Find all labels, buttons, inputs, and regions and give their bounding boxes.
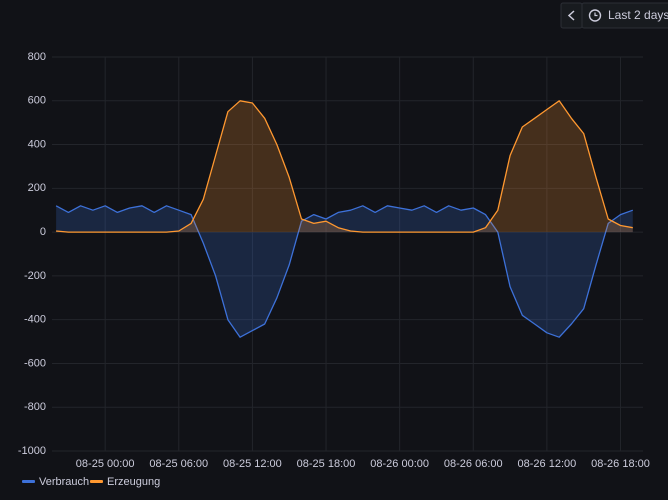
x-tick-label: 08-25 18:00 [297, 458, 356, 470]
legend-swatch [22, 480, 35, 483]
y-tick-label: -1000 [18, 445, 46, 457]
y-tick-label: -800 [24, 401, 46, 413]
legend-label: Erzeugung [107, 476, 160, 488]
time-range-button[interactable] [581, 2, 668, 29]
series-line [55, 205, 634, 338]
back-button[interactable] [560, 2, 583, 29]
y-tick-label: -600 [24, 357, 46, 369]
series-area [56, 100, 633, 233]
x-tick-label: 08-25 06:00 [149, 458, 208, 470]
y-tick-label: 600 [28, 95, 46, 107]
legend-label: Verbrauch [39, 476, 89, 488]
legend-swatch [90, 480, 103, 483]
x-tick-label: 08-26 18:00 [591, 458, 650, 470]
x-tick-label: 08-26 00:00 [370, 458, 429, 470]
chevron-icon [567, 10, 575, 21]
series-line [56, 100, 633, 233]
series-area [56, 205, 633, 338]
x-tick-label: 08-26 12:00 [518, 458, 577, 470]
x-tick-label: 08-25 00:00 [76, 458, 135, 470]
x-tick-label: 08-26 06:00 [444, 458, 503, 470]
plot-area: -1000 -800 -600 -400 -200 0 200 400 600 800 08-25 … [18, 51, 650, 488]
y-tick-label: -400 [24, 314, 46, 326]
time-range-label: Last 2 days [608, 8, 668, 22]
y-tick-label: 200 [28, 182, 46, 194]
clock-hands [594, 12, 598, 17]
y-tick-label: 400 [28, 138, 46, 150]
y-tick-label: 0 [40, 226, 46, 238]
y-tick-label: 800 [28, 51, 46, 63]
time-picker: Last 2 days [560, 2, 668, 29]
x-tick-label: 08-25 12:00 [223, 458, 282, 470]
clock-icon [588, 9, 602, 22]
y-tick-label: -200 [24, 270, 46, 282]
